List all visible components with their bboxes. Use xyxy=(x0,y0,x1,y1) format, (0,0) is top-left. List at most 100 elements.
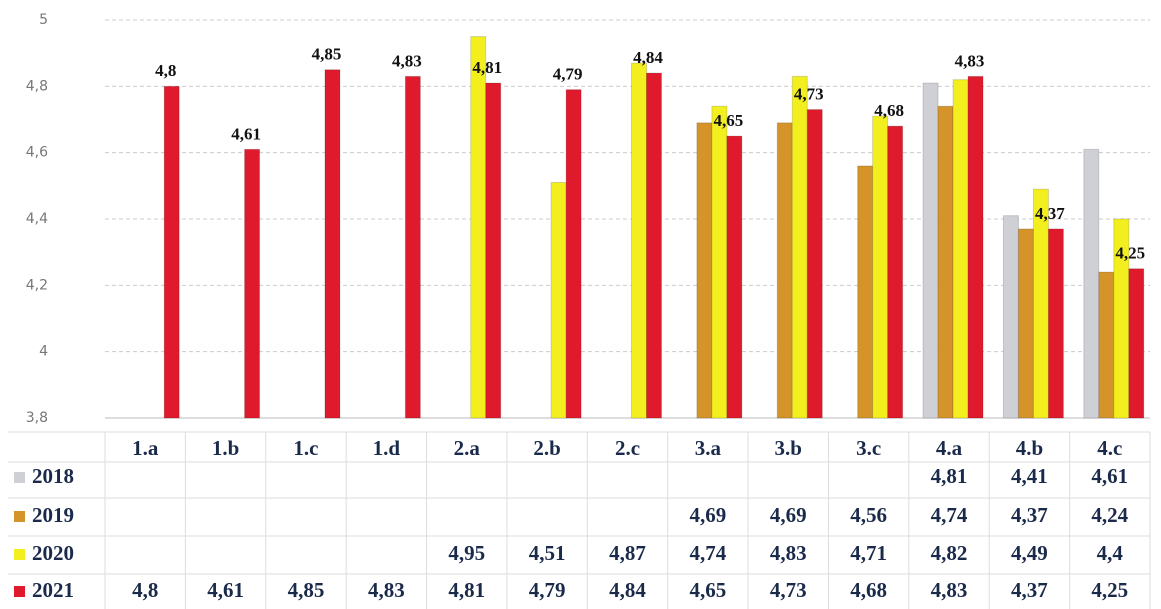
bar xyxy=(1098,271,1115,419)
legend-swatch xyxy=(14,472,25,483)
x-tick-label: 4.a xyxy=(936,436,963,460)
table-value: 4,73 xyxy=(770,578,807,602)
bar xyxy=(791,75,808,419)
bar xyxy=(324,69,341,419)
table-value: 4,71 xyxy=(850,541,887,565)
x-tick-label: 4.b xyxy=(1016,436,1043,460)
table-value: 4,81 xyxy=(448,578,485,602)
table-value: 4,83 xyxy=(770,541,807,565)
data-label: 4,84 xyxy=(633,48,663,67)
y-tick-label: 4 xyxy=(39,344,48,360)
bar xyxy=(646,72,662,419)
legend-swatch xyxy=(14,586,25,597)
bar xyxy=(776,122,793,419)
table-value: 4,87 xyxy=(609,541,646,565)
table-value: 4,49 xyxy=(1011,541,1048,565)
table-value: 4,79 xyxy=(529,578,566,602)
bar xyxy=(887,125,904,419)
table-value: 4,41 xyxy=(1011,464,1048,488)
table-value: 4,81 xyxy=(931,464,968,488)
data-label: 4,61 xyxy=(231,124,261,143)
bar xyxy=(806,109,823,419)
bar xyxy=(937,105,954,419)
bar xyxy=(244,148,261,419)
legend-label: 2020 xyxy=(32,541,74,565)
data-label: 4,37 xyxy=(1035,204,1065,223)
table-value: 4,95 xyxy=(448,541,485,565)
table-value: 4,37 xyxy=(1011,578,1048,602)
x-tick-label: 2.c xyxy=(615,436,640,460)
table-value: 4,65 xyxy=(690,578,727,602)
bar xyxy=(952,79,969,419)
y-tick-label: 4,4 xyxy=(26,211,48,227)
x-tick-label: 4.c xyxy=(1097,436,1122,460)
table-value: 4,8 xyxy=(132,578,158,602)
table-value: 4,61 xyxy=(207,578,244,602)
data-label: 4,73 xyxy=(794,84,824,103)
data-label: 4,25 xyxy=(1115,244,1145,263)
table-value: 4,56 xyxy=(850,503,887,527)
bar xyxy=(967,75,984,419)
table-value: 4,84 xyxy=(609,578,646,602)
bar xyxy=(857,165,874,419)
x-tick-label: 2.b xyxy=(533,436,560,460)
bar xyxy=(1002,215,1019,419)
y-tick-label: 3,8 xyxy=(26,410,48,426)
data-label: 4,65 xyxy=(714,111,744,130)
bar xyxy=(470,36,487,419)
legend-label: 2018 xyxy=(32,464,74,488)
y-tick-label: 4,8 xyxy=(26,78,48,94)
table-value: 4,69 xyxy=(690,503,727,527)
table-value: 4,85 xyxy=(288,578,325,602)
legend-swatch xyxy=(14,511,25,522)
bar xyxy=(696,122,713,419)
x-tick-label: 3.c xyxy=(856,436,881,460)
table-value: 4,74 xyxy=(690,541,727,565)
table-value: 4,83 xyxy=(368,578,405,602)
data-label: 4,68 xyxy=(874,101,904,120)
data-label: 4,8 xyxy=(155,61,176,80)
legend-label: 2019 xyxy=(32,503,74,527)
data-label: 4,79 xyxy=(553,65,583,84)
x-tick-label: 3.a xyxy=(695,436,722,460)
data-label: 4,83 xyxy=(392,51,422,70)
bar xyxy=(1128,268,1145,419)
bar xyxy=(1032,188,1049,419)
table-value: 4,68 xyxy=(850,578,887,602)
data-label: 4,85 xyxy=(312,45,342,64)
bar xyxy=(1047,228,1064,419)
table-value: 4,83 xyxy=(931,578,968,602)
x-tick-label: 1.d xyxy=(373,436,401,460)
bar xyxy=(163,85,180,419)
data-label: 4,83 xyxy=(955,51,985,70)
x-tick-label: 1.b xyxy=(212,436,239,460)
x-tick-label: 1.c xyxy=(293,436,318,460)
data-label: 4,81 xyxy=(472,58,502,77)
x-tick-label: 2.a xyxy=(454,436,481,460)
y-tick-label: 5 xyxy=(39,12,48,28)
bar xyxy=(485,82,502,419)
table-value: 4,82 xyxy=(931,541,968,565)
bar xyxy=(550,182,567,419)
bar xyxy=(922,82,939,419)
bar xyxy=(1017,228,1034,419)
table-value: 4,74 xyxy=(931,503,968,527)
table-value: 4,25 xyxy=(1091,578,1128,602)
table-value: 4,37 xyxy=(1011,503,1048,527)
x-tick-label: 1.a xyxy=(132,436,159,460)
table-value: 4,4 xyxy=(1097,541,1124,565)
table-value: 4,51 xyxy=(529,541,566,565)
table-value: 4,61 xyxy=(1091,464,1128,488)
y-tick-label: 4,2 xyxy=(26,277,48,293)
bar xyxy=(565,89,582,419)
y-tick-label: 4,6 xyxy=(26,145,48,161)
bar xyxy=(872,115,889,419)
legend-label: 2021 xyxy=(32,578,74,602)
bar xyxy=(711,105,728,419)
table-value: 4,24 xyxy=(1091,503,1128,527)
x-tick-label: 3.b xyxy=(775,436,802,460)
table-value: 4,69 xyxy=(770,503,807,527)
bar xyxy=(1083,148,1100,419)
bar xyxy=(631,62,647,419)
